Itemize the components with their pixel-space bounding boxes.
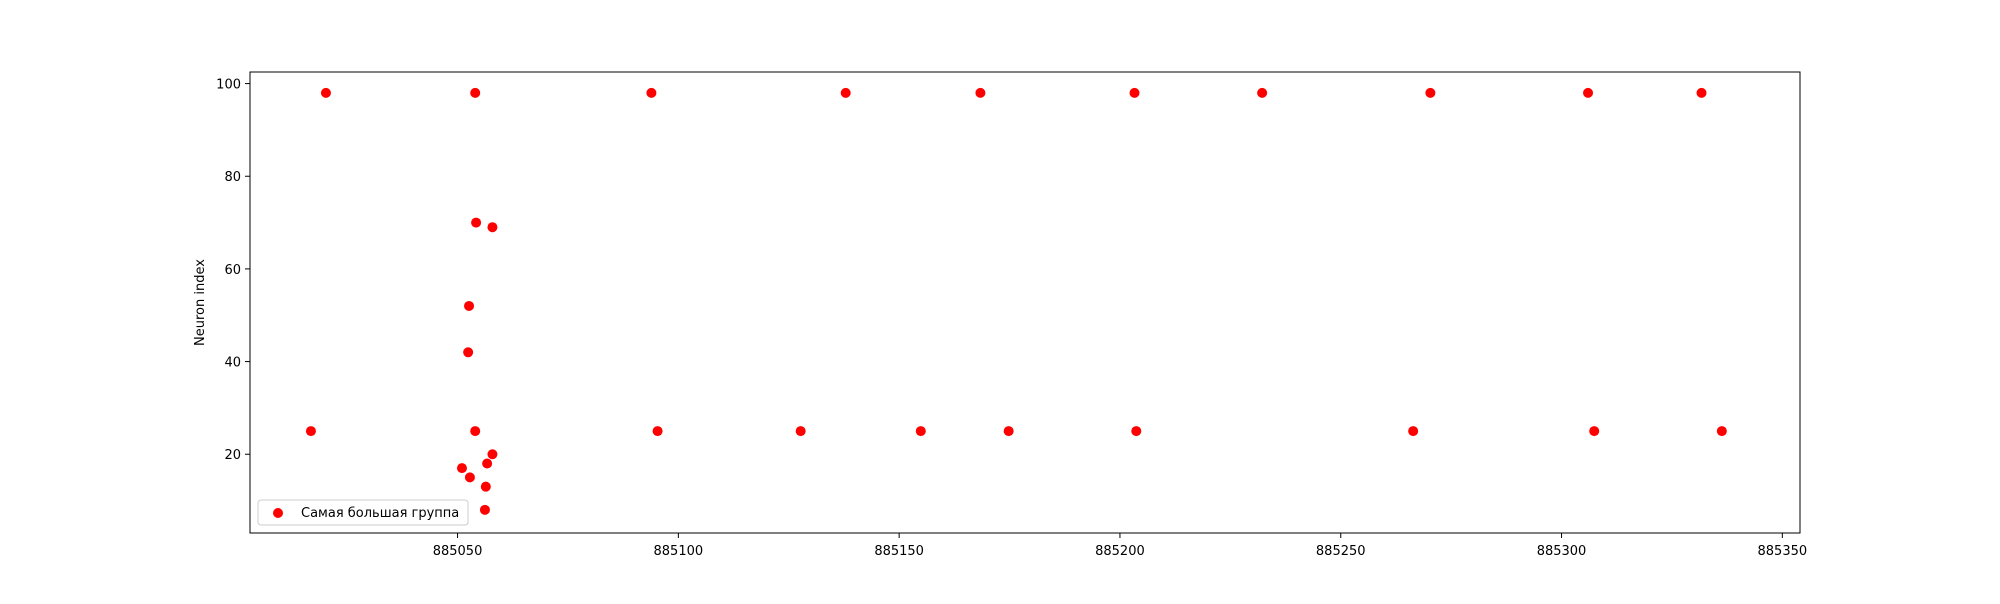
data-point [470,426,481,437]
data-point [1583,87,1594,98]
data-point [915,426,926,437]
data-point [1425,87,1436,98]
y-tick-label: 100 [216,78,241,93]
y-tick-label: 80 [224,170,241,185]
x-tick-label: 885050 [433,544,483,559]
data-point [1131,426,1142,437]
data-point [487,222,498,233]
x-tick-label: 885350 [1758,544,1808,559]
data-point [840,87,851,98]
data-point [464,472,475,483]
data-point [487,449,498,460]
data-point [305,426,316,437]
x-tick-label: 885300 [1537,544,1587,559]
data-point [470,87,481,98]
data-point [646,87,657,98]
data-point [1257,87,1268,98]
data-point [652,426,663,437]
y-axis-ticks: 20 40 60 80 100 [216,78,250,463]
data-point [471,217,482,228]
legend: Самая большая группа [257,499,469,526]
data-point [975,87,986,98]
data-point [482,458,493,469]
data-point [456,463,467,474]
data-point [1696,87,1707,98]
data-point [795,426,806,437]
data-point [1589,426,1600,437]
plot-area-frame [249,71,1801,534]
x-tick-label: 885200 [1095,544,1145,559]
x-tick-label: 885100 [654,544,704,559]
y-tick-label: 40 [224,356,241,371]
data-point [1408,426,1419,437]
y-axis-label: Neuron index [193,259,208,346]
data-points-layer [305,87,1727,515]
x-tick-label: 885150 [874,544,924,559]
data-point [479,504,490,515]
data-point [1129,87,1140,98]
data-point [320,87,331,98]
data-point [1716,426,1727,437]
legend-box [257,499,469,526]
y-tick-label: 60 [224,263,241,278]
legend-marker [273,508,283,518]
y-tick-label: 20 [224,448,241,463]
data-point [464,300,475,311]
data-point [463,347,474,358]
x-tick-label: 885250 [1316,544,1366,559]
legend-label: Самая большая группа [301,506,459,521]
data-point [1003,426,1014,437]
data-point [480,481,491,492]
x-axis-ticks: 885050 885100 885150 885200 885250 885300 8853… [433,533,1807,559]
